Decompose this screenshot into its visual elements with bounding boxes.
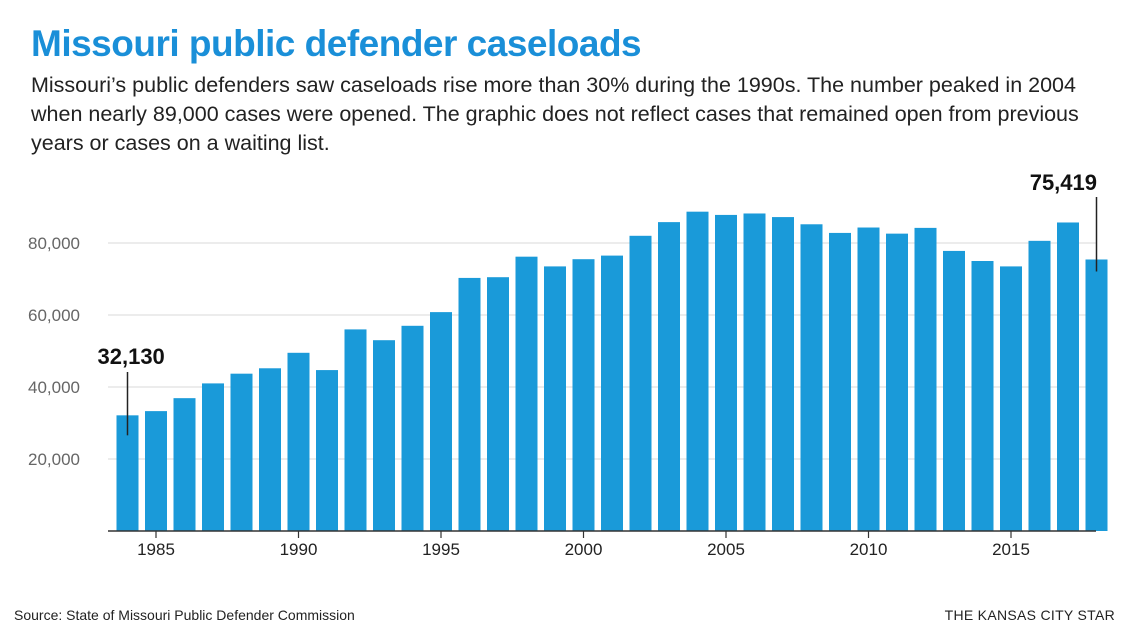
publisher-credit: THE KANSAS CITY STAR	[944, 607, 1115, 623]
bar	[601, 255, 623, 531]
chart-title: Missouri public defender caseloads	[31, 23, 642, 64]
bar	[287, 352, 310, 531]
bar	[487, 277, 509, 531]
bar	[401, 325, 424, 531]
x-tick-label: 1995	[422, 540, 460, 559]
bar	[1085, 259, 1108, 531]
y-tick-label: 20,000	[28, 450, 80, 469]
bar	[1000, 266, 1022, 531]
bar	[1057, 222, 1079, 532]
x-tick-label: 2000	[565, 540, 603, 559]
bar	[458, 277, 481, 531]
bar	[857, 227, 880, 531]
annotation-label: 32,130	[98, 344, 165, 369]
bar	[686, 211, 709, 531]
x-tick-label: 2005	[707, 540, 745, 559]
bar	[943, 250, 965, 532]
bar	[629, 235, 652, 532]
bar	[1028, 240, 1051, 531]
bar	[572, 259, 595, 531]
bar	[259, 368, 281, 531]
bar	[230, 373, 253, 531]
y-tick-label: 80,000	[28, 234, 80, 253]
x-tick-label: 1990	[280, 540, 318, 559]
chart-subtitle: Missouri’s public defenders saw caseload…	[31, 73, 1079, 155]
bar	[658, 222, 680, 531]
bar	[829, 232, 851, 532]
bar	[886, 233, 908, 531]
x-tick-label: 2010	[850, 540, 888, 559]
bar	[145, 411, 167, 531]
bar	[173, 398, 196, 531]
x-tick-label: 1985	[137, 540, 175, 559]
bar	[772, 217, 794, 531]
bar	[743, 213, 766, 532]
bar	[715, 214, 737, 532]
bar	[914, 227, 937, 531]
bar	[316, 370, 338, 531]
bar	[344, 329, 367, 531]
bar	[544, 266, 566, 531]
source-note: Source: State of Missouri Public Defende…	[14, 607, 355, 623]
bar	[800, 224, 823, 531]
bar	[116, 415, 139, 531]
bar	[373, 340, 395, 531]
annotation-label: 75,419	[1030, 170, 1097, 195]
bar	[430, 312, 452, 531]
bar	[202, 383, 224, 531]
y-tick-label: 60,000	[28, 306, 80, 325]
bar	[971, 261, 994, 531]
bar	[515, 256, 538, 531]
x-tick-label: 2015	[992, 540, 1030, 559]
y-tick-label: 40,000	[28, 378, 80, 397]
